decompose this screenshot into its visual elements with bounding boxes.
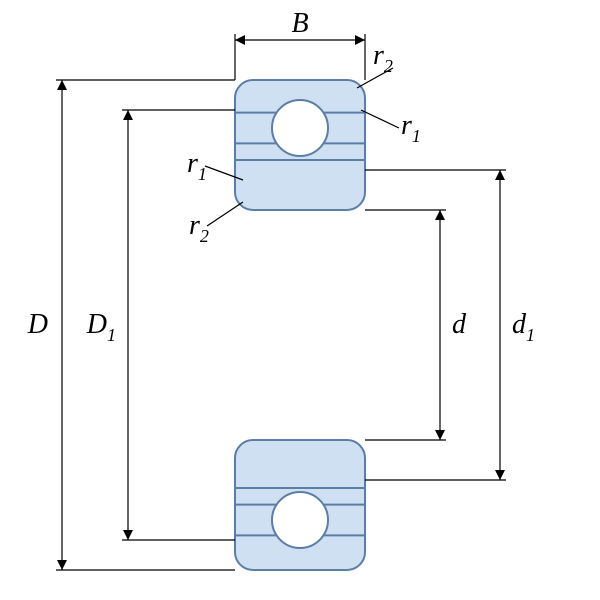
- label-B: B: [291, 8, 308, 39]
- bearing-cross-section-diagram: BDD1dd1r2r1r1r2: [0, 0, 600, 600]
- label-D: D: [27, 309, 48, 340]
- ball-icon: [272, 100, 328, 156]
- label-d: d: [452, 309, 467, 340]
- bearing-race: [235, 440, 365, 570]
- bearing-race: [235, 80, 365, 210]
- ball-icon: [272, 492, 328, 548]
